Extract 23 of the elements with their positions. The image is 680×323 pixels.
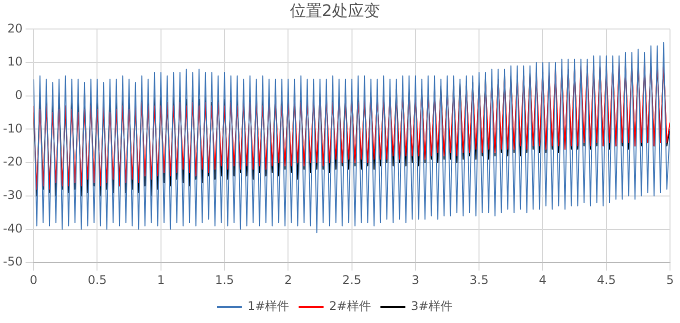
y-tick-label: -50 bbox=[2, 254, 23, 269]
y-tick-label: -20 bbox=[2, 154, 23, 169]
y-tick-label: 0 bbox=[14, 88, 23, 102]
y-tick-label: -40 bbox=[2, 221, 23, 236]
y-tick-label: -10 bbox=[2, 121, 23, 136]
y-tick-label: 20 bbox=[7, 21, 23, 36]
x-tick-label: 0.5 bbox=[88, 272, 107, 287]
legend-label: 2#样件 bbox=[329, 299, 371, 314]
legend-label: 1#样件 bbox=[247, 299, 290, 314]
x-tick-label: 1 bbox=[157, 272, 165, 287]
x-tick-label: 2.5 bbox=[342, 272, 362, 287]
x-tick-label: 4 bbox=[538, 272, 547, 287]
x-tick-label: 5 bbox=[666, 272, 674, 287]
y-tick-label: -30 bbox=[2, 188, 23, 202]
x-tick-label: 1.5 bbox=[214, 272, 234, 287]
x-tick-label: 4.5 bbox=[596, 272, 616, 287]
legend-label: 3#样件 bbox=[410, 299, 453, 314]
y-tick-label: 10 bbox=[7, 54, 23, 69]
x-tick-label: 0 bbox=[30, 272, 38, 287]
x-tick-label: 3.5 bbox=[470, 272, 489, 287]
x-tick-label: 3 bbox=[412, 272, 420, 287]
x-tick-label: 2 bbox=[284, 272, 292, 287]
chart-title: 位置2处应变 bbox=[290, 0, 380, 20]
